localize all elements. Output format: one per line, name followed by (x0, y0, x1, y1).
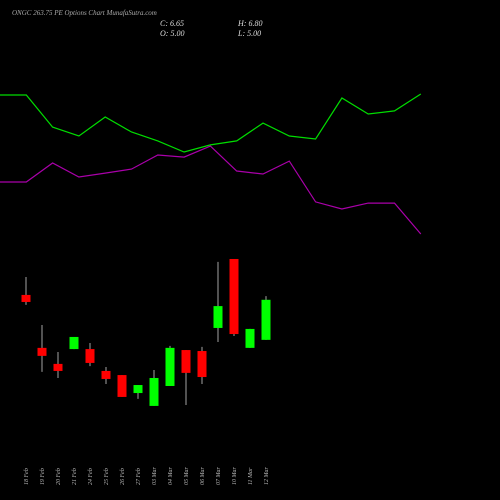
candle-body (133, 385, 143, 394)
x-tick-label: 07 Mar (216, 467, 222, 485)
close-label: C: 6.65 (160, 19, 184, 28)
chart-title: ONGC 263.75 PE Options Chart MunafaSutra… (12, 9, 157, 17)
candle-body (229, 258, 239, 335)
candle-body (53, 363, 63, 371)
candle-body (117, 375, 127, 397)
candle-body (85, 349, 95, 363)
candle-body (181, 350, 191, 373)
x-tick-label: 26 Feb (120, 468, 126, 485)
high-label: H: 6.80 (237, 19, 262, 28)
candle-body (213, 306, 223, 328)
x-tick-label: 10 Mar (232, 467, 238, 485)
x-tick-label: 20 Feb (56, 468, 62, 485)
candle-body (197, 351, 207, 378)
candle-body (101, 370, 111, 379)
candle-body (69, 336, 79, 350)
x-tick-label: 12 Mar (264, 467, 270, 485)
x-tick-label: 03 Mar (152, 467, 158, 485)
open-label: O: 5.00 (160, 29, 184, 38)
x-tick-label: 05 Mar (184, 467, 190, 485)
indicator-line (0, 145, 422, 235)
x-tick-label: 21 Feb (72, 468, 78, 485)
x-tick-label: 11 Mar (248, 467, 254, 485)
x-tick-label: 27 Feb (136, 468, 142, 485)
candle-body (149, 377, 159, 406)
candle-body (245, 328, 255, 348)
x-tick-label: 06 Mar (200, 467, 206, 485)
x-tick-label: 25 Feb (104, 468, 110, 485)
candle-body (37, 347, 47, 356)
candle-body (261, 299, 271, 340)
x-tick-label: 18 Feb (24, 468, 30, 485)
x-tick-label: 19 Feb (40, 468, 46, 485)
candle-body (21, 294, 31, 302)
low-label: L: 5.00 (237, 29, 261, 38)
x-tick-label: 24 Feb (87, 468, 94, 485)
indicator-line (0, 93, 422, 153)
candle-body (165, 347, 175, 386)
x-tick-label: 04 Mar (167, 467, 174, 485)
